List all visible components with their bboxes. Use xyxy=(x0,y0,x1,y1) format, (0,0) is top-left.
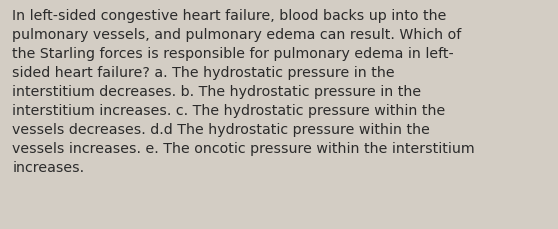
Text: In left-sided congestive heart failure, blood backs up into the
pulmonary vessel: In left-sided congestive heart failure, … xyxy=(12,9,475,174)
